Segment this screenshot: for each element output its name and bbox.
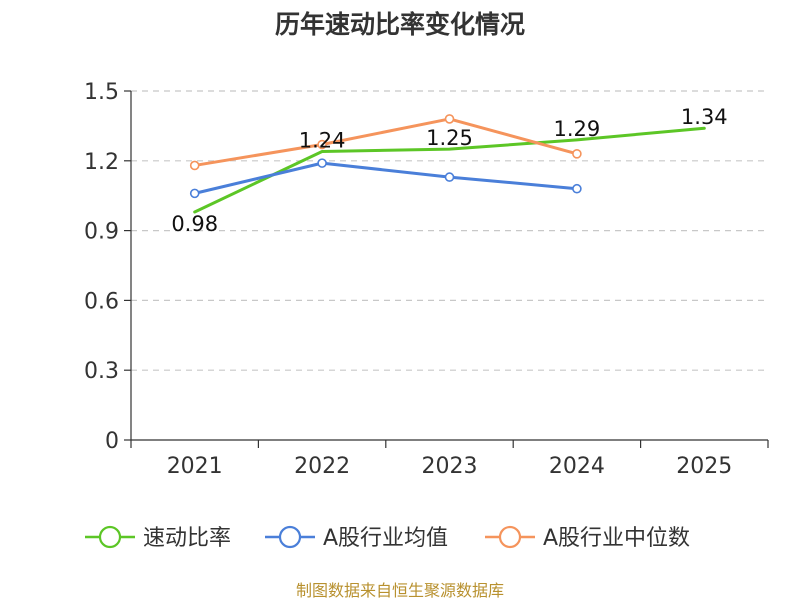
- series-2-point-2022: [317, 139, 327, 150]
- chart-title: 历年速动比率变化情况: [275, 10, 525, 39]
- legend[interactable]: 速动比率 A股行业均值 A股行业中位数: [85, 525, 690, 551]
- series-2-point-2023: [444, 114, 455, 124]
- series-line-1: [193, 161, 579, 195]
- source-note: 制图数据来自恒生聚源数据库: [296, 581, 504, 600]
- x-tick-label-2021: 2021: [167, 454, 223, 479]
- axes: 0 0.3 0.6 0.9 1.2 1.5 2021 2022 2023 2024 2025: [84, 80, 769, 479]
- series-2-point-2024: [572, 149, 582, 159]
- legend-marker-2: [498, 525, 522, 549]
- data-label-2023: 1.25: [426, 126, 473, 150]
- series-2-point-2021: [189, 160, 200, 171]
- grid: [131, 90, 768, 371]
- data-label-2024: 1.29: [554, 117, 601, 141]
- legend-item-2[interactable]: A股行业中位数: [485, 525, 690, 551]
- y-tick-label-0.9: 0.9: [84, 220, 119, 245]
- series-line-0: [193, 126, 706, 214]
- data-label-2021: 0.98: [171, 212, 218, 236]
- series-line-2: [193, 117, 579, 167]
- data-label-2025: 1.34: [681, 105, 728, 129]
- legend-item-1[interactable]: A股行业均值: [265, 525, 448, 551]
- y-tick-label-0.3: 0.3: [84, 359, 119, 384]
- x-tick-label-2022: 2022: [294, 454, 350, 479]
- y-tick-label-0: 0: [105, 429, 119, 454]
- y-tick-label-1.2: 1.2: [84, 150, 119, 175]
- series-layer: [189, 114, 706, 214]
- series-1-point-2021: [189, 188, 200, 199]
- legend-marker-1: [278, 525, 302, 549]
- legend-label-0: 速动比率: [143, 526, 231, 551]
- x-tick-label-2025: 2025: [676, 454, 732, 479]
- series-1-point-2023: [444, 172, 455, 182]
- y-tick-label-0.6: 0.6: [84, 289, 119, 314]
- series-1-point-2024: [572, 183, 582, 194]
- series-1-point-2022: [317, 158, 327, 168]
- x-tick-label-2024: 2024: [549, 454, 605, 479]
- x-tick-label-2023: 2023: [422, 454, 478, 479]
- data-label-2022: 1.24: [299, 128, 346, 152]
- legend-label-2: A股行业中位数: [543, 526, 690, 551]
- legend-item-0[interactable]: 速动比率: [85, 525, 231, 551]
- legend-label-1: A股行业均值: [323, 526, 448, 551]
- y-tick-label-1.5: 1.5: [84, 80, 119, 105]
- legend-marker-0: [98, 525, 122, 549]
- data-labels: 0.98 1.24 1.25 1.29 1.34: [171, 105, 727, 236]
